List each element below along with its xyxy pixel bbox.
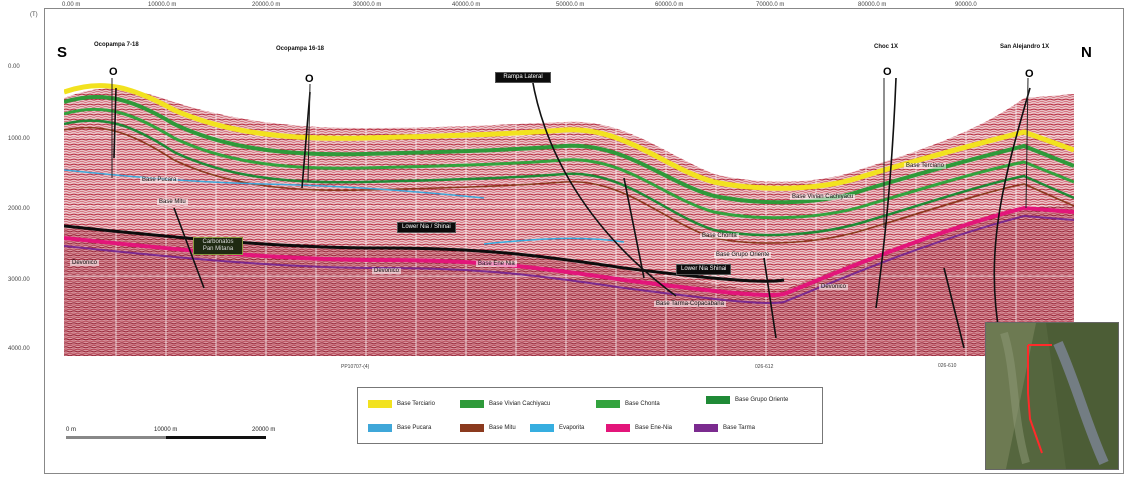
horizon-lower-nia-shinai: [64, 224, 785, 283]
corner-label: (T): [30, 12, 38, 18]
horizon-base-chonta: [64, 107, 1074, 220]
north-label: N: [1081, 44, 1092, 61]
tie-label: 026-610: [938, 363, 957, 369]
legend-item: Base Terciario: [368, 400, 435, 408]
legend-swatch: [368, 400, 392, 408]
seismic-section: [64, 58, 1074, 356]
horizon-base-vivian: [64, 94, 1074, 205]
inset-map-image: [986, 323, 1118, 469]
horizon-label: Devonico: [372, 268, 402, 274]
well-name: Ocopampa 16-18: [276, 46, 325, 52]
scale-segment: [66, 436, 166, 439]
top-tick: 80000.0 m: [858, 2, 887, 8]
rampa-lateral-callout: Rampa Lateral: [495, 72, 551, 84]
top-tick: 70000.0 m: [756, 2, 785, 8]
depth-tick: 4000.00: [8, 346, 30, 352]
horizon-label: Base Ene Nia: [476, 261, 517, 267]
horizon-label: Base Vivian Cachiyacu: [790, 194, 856, 200]
top-tick: 10000.0 m: [148, 2, 177, 8]
horizon-base-ene-nia: [64, 205, 1074, 298]
horizon-base-tarma: [64, 214, 1074, 305]
scale-segment: [166, 436, 266, 439]
legend-swatch: [460, 424, 484, 432]
well-name: San Alejandro 1X: [1000, 44, 1050, 50]
top-tick: 40000.0 m: [452, 2, 481, 8]
grid-lines: [64, 58, 1074, 356]
legend-item: Base Chonta: [596, 400, 660, 408]
tie-label: 026-612: [755, 364, 774, 370]
well-traces: [111, 77, 1029, 228]
legend-item: Evaporita: [530, 424, 584, 432]
horizon-base-mitu: [64, 126, 1074, 244]
legend-swatch: [460, 400, 484, 408]
horizon-label: Base Terciario: [904, 163, 946, 169]
scale-start: 0 m: [66, 427, 77, 433]
horizon-base-terciario: [64, 83, 1074, 191]
scale-end: 20000 m: [252, 427, 276, 433]
inset-map: [985, 322, 1119, 470]
horizon-label: Base Grupo Oriente: [714, 252, 772, 258]
legend-item: Base Ene-Nia: [606, 424, 672, 432]
section-trace-icon: [1027, 344, 1052, 454]
lower-nia-shinai-callout: Lower Nia Shinai: [676, 264, 732, 276]
legend: Base Terciario Base Vivian Cachiyacu Bas…: [357, 387, 823, 444]
legend-swatch: [368, 424, 392, 432]
well-name: Choc 1X: [874, 44, 899, 50]
lower-nia-shinai-callout: Lower Nia / Shinai: [397, 222, 456, 234]
horizon-base-grupo-oriente: [64, 119, 1074, 237]
horizon-label: Base Mitu: [157, 199, 188, 205]
top-tick: 20000.0 m: [252, 2, 281, 8]
section-frame: [44, 8, 1124, 474]
horizon-base-pucara: [64, 169, 485, 199]
depth-tick: 1000.00: [8, 136, 30, 142]
horizon-label: Devonico: [70, 260, 100, 266]
legend-swatch: [706, 396, 730, 404]
well-symbol-icon: O: [883, 66, 892, 78]
well-symbol-icon: O: [109, 66, 118, 78]
legend-item: Base Vivian Cachiyacu: [460, 400, 550, 408]
top-tick: 30000.0 m: [353, 2, 382, 8]
legend-swatch: [606, 424, 630, 432]
depth-tick: 3000.00: [8, 277, 30, 283]
faults: [113, 77, 1031, 349]
horizon-label: Base Tarma-Copacabana: [654, 301, 726, 307]
legend-swatch: [694, 424, 718, 432]
horizon-label: Base Pucara: [140, 177, 179, 183]
top-tick: 60000.0 m: [655, 2, 684, 8]
legend-item: Base Pucara: [368, 424, 431, 432]
legend-swatch: [596, 400, 620, 408]
well-symbol-icon: O: [305, 73, 314, 85]
top-tick: 50000.0 m: [556, 2, 585, 8]
well-symbol-icon: O: [1025, 68, 1034, 80]
top-tick: 0.00 m: [62, 2, 81, 8]
depth-tick: 0.00: [8, 64, 20, 70]
legend-swatch: [530, 424, 554, 432]
legend-item: Base Mitu: [460, 424, 516, 432]
horizon-evaporita: [483, 237, 625, 245]
top-tick: 90000.0: [955, 2, 977, 8]
scale-mid: 10000 m: [154, 427, 178, 433]
legend-item: Base Grupo Oriente: [706, 396, 788, 404]
carbonatos-callout: Carbonatos Pan Mitana: [193, 237, 243, 255]
well-name: Ocopampa 7-18: [94, 42, 139, 48]
line-name: PP10707-(4): [341, 364, 370, 370]
depth-tick: 2000.00: [8, 206, 30, 212]
south-label: S: [57, 44, 68, 61]
horizon-label: Devonico: [819, 284, 849, 290]
horizon-label: Base Chonta: [700, 233, 739, 239]
legend-item: Base Tarma: [694, 424, 755, 432]
